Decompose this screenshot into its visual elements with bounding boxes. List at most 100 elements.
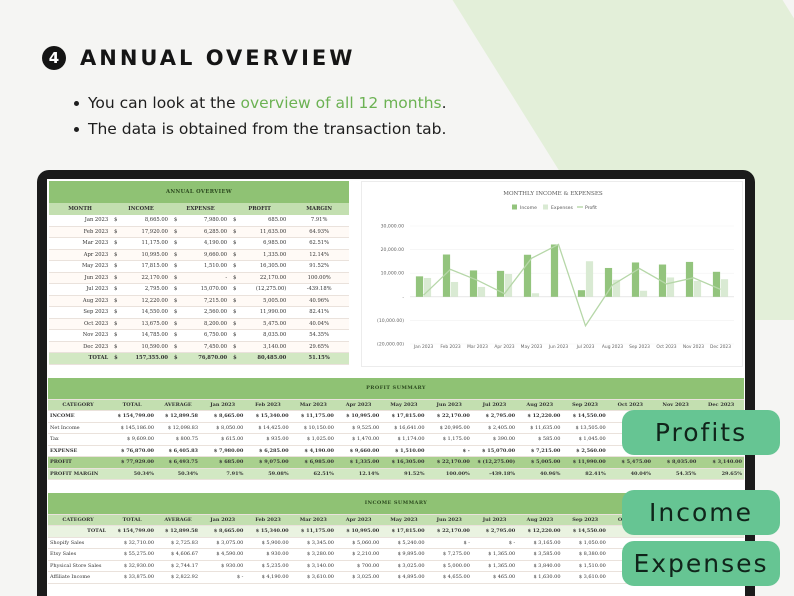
monthly-chart-panel: MONTHLY INCOME & EXPENSES Income Expenses P…: [361, 181, 743, 367]
value-cell: $ 1,365.00: [471, 548, 518, 561]
header-cell: Dec 2023: [698, 399, 744, 411]
month-cell: Sep 2023: [49, 306, 112, 319]
chart-title: MONTHLY INCOME & EXPENSES: [503, 191, 603, 197]
value-cell: $ 3,610.00: [562, 571, 608, 584]
margin-cell: 7.91%: [289, 214, 349, 227]
bar-expenses: [612, 279, 621, 297]
header-cell: CATEGORY: [48, 399, 109, 411]
annual-row: Oct 2023 $13,675.00 $8,200.00 $5,475.00 40.0…: [49, 318, 349, 330]
value-cell: $ 3,075.00: [200, 537, 246, 549]
bar-expenses: [666, 277, 675, 297]
profits-tag: Profits: [622, 410, 780, 455]
value-cell: $ 12,899.58: [156, 410, 201, 423]
x-tick-label: Jul 2023: [576, 344, 595, 350]
bar-income: [550, 244, 559, 297]
bar-income: [442, 254, 451, 297]
month-cell: Mar 2023: [49, 237, 112, 250]
value-cell: $ 145,186.00: [108, 422, 157, 434]
annual-caption-row: ANNUAL OVERVIEW: [49, 181, 349, 203]
value-cell: 22,170.00: [123, 272, 171, 284]
value-cell: $ 2,560.00: [562, 445, 608, 457]
annual-row: Jun 2023 $22,170.00 $ - $22,170.00 100.00%: [49, 272, 349, 284]
value-cell: 3,140.00: [242, 341, 290, 353]
value-cell: $ 8,050.00: [200, 422, 246, 434]
value-cell: $ 1,510.00: [381, 445, 427, 457]
value-cell: 6,985.00: [242, 237, 290, 250]
legend-income-swatch: [512, 204, 517, 210]
value-cell: $ 4,606.67: [156, 548, 201, 561]
value-cell: 7,215.00: [182, 295, 231, 307]
value-cell: $ 14,550.00: [562, 410, 608, 423]
month-cell: Nov 2023: [49, 329, 112, 342]
value-cell: $ 2,405.00: [471, 422, 518, 434]
x-tick-label: Mar 2023: [467, 344, 488, 350]
value-cell: 15,070.00: [182, 283, 231, 296]
value-cell: $ 32,930.00: [108, 560, 157, 572]
value-cell: $ 1,175.00: [426, 433, 472, 446]
header-cell: MARGIN: [289, 203, 349, 215]
value-cell: $ -: [426, 537, 472, 549]
value-cell: $ 12,220.00: [517, 410, 563, 423]
value-cell: $ 585.00: [517, 433, 563, 446]
value-cell: $ 3,345.00: [290, 537, 336, 549]
value-cell: 50.34%: [108, 468, 157, 480]
value-cell: 9,660.00: [182, 249, 231, 261]
month-cell: Jul 2023: [49, 283, 112, 296]
value-cell: $ -: [200, 571, 246, 584]
value-cell: 50.34%: [156, 468, 201, 480]
annual-overview-table: ANNUAL OVERVIEW MONTH INCOME EXPENSE PROFIT M…: [49, 181, 349, 365]
currency-cell: $: [170, 306, 183, 319]
value-cell: $ 1,025.00: [290, 433, 336, 446]
currency-cell: $: [111, 283, 124, 296]
monthly-income-expenses-chart: MONTHLY INCOME & EXPENSES Income Expenses P…: [377, 191, 734, 350]
value-cell: 7,980.00: [182, 214, 231, 227]
value-cell: $ 4,190.00: [245, 571, 291, 584]
currency-cell: $: [230, 341, 243, 353]
value-cell: 14,785.00: [123, 329, 171, 342]
annual-row: Mar 2023 $11,175.00 $4,190.00 $6,985.00 62.5…: [49, 237, 349, 250]
total-cell: 76,870.00: [182, 352, 231, 365]
category-cell: TOTAL: [48, 525, 109, 538]
currency-cell: $: [111, 306, 124, 319]
bar-income: [631, 262, 640, 297]
value-cell: $ -: [426, 445, 472, 457]
x-tick-label: Dec 2023: [710, 344, 731, 350]
value-cell: $ 1,630.00: [517, 571, 563, 584]
x-tick-label: Sep 2023: [629, 344, 650, 350]
profit-summary-table: PROFIT SUMMARY CATEGORY TOTAL AVERAGE Jan 20…: [48, 378, 744, 480]
value-cell: 11,990.00: [242, 306, 290, 319]
value-cell: 17,815.00: [123, 260, 171, 273]
spreadsheet-screen: ANNUAL OVERVIEW MONTH INCOME EXPENSE PROFIT M…: [47, 179, 745, 596]
margin-cell: 91.52%: [289, 260, 349, 273]
annual-row: Aug 2023 $12,220.00 $7,215.00 $5,005.00 40.9…: [49, 295, 349, 307]
currency-cell: $: [170, 283, 183, 296]
value-cell: $ 12,098.83: [156, 422, 201, 434]
category-cell: Shopify Sales: [48, 537, 109, 549]
currency-cell: $: [111, 226, 124, 238]
value-cell: $ 22,170.00: [426, 525, 472, 538]
total-label: TOTAL: [49, 352, 112, 365]
currency-cell: $: [230, 260, 243, 273]
value-cell: $ 9,075.00: [245, 456, 291, 469]
value-cell: $ 7,275.00: [426, 548, 472, 561]
margin-cell: 62.51%: [289, 237, 349, 250]
value-cell: $ (12,275.00): [471, 456, 518, 469]
value-cell: $ 2,795.00: [471, 525, 518, 538]
bar-expenses: [504, 274, 513, 297]
value-cell: $ 17,815.00: [381, 525, 427, 538]
value-cell: $ 2,725.83: [156, 537, 201, 549]
legend-expenses-swatch: [543, 204, 548, 210]
header-cell: PROFIT: [230, 203, 290, 215]
value-cell: $ 154,799.00: [108, 410, 157, 423]
category-cell: PROFIT MARGIN: [48, 468, 109, 480]
header-cell: Apr 2023: [335, 399, 382, 411]
value-cell: 29.65%: [698, 468, 744, 480]
category-cell: EXPENSE: [48, 445, 109, 457]
y-tick-label: 20,000.00: [381, 247, 404, 253]
value-cell: $ 14,550.00: [562, 525, 608, 538]
income-caption-row: INCOME SUMMARY: [48, 493, 744, 515]
value-cell: 62.51%: [290, 468, 336, 480]
value-cell: $ 32,710.00: [108, 537, 157, 549]
value-cell: 8,035.00: [242, 329, 290, 342]
value-cell: $ 5,475.00: [607, 456, 653, 469]
